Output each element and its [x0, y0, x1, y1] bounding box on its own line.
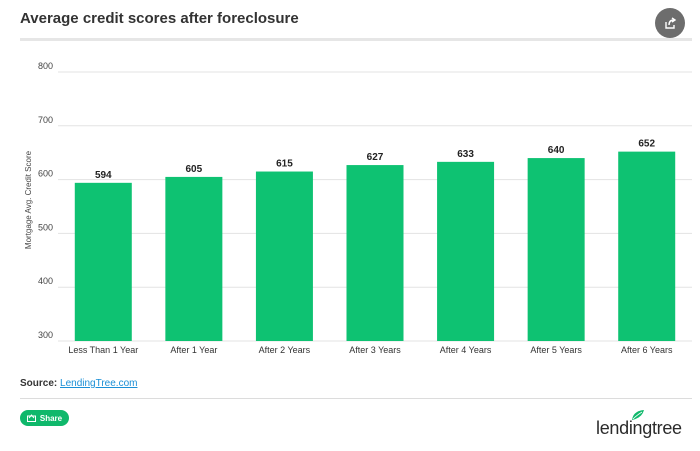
bar[interactable] — [437, 161, 495, 341]
x-tick-label: After 4 Years — [440, 345, 492, 355]
y-tick-label: 700 — [38, 115, 53, 125]
footer-divider — [20, 398, 692, 399]
y-tick-label: 800 — [38, 61, 53, 71]
bar[interactable] — [255, 171, 313, 341]
bar[interactable] — [346, 165, 404, 341]
source-label: Source: — [20, 378, 58, 389]
source-line: Source: LendingTree.com — [20, 378, 137, 389]
data-label: 640 — [548, 145, 565, 156]
bar[interactable] — [618, 151, 676, 341]
x-axis-ticks: Less Than 1 Year After 1 Year After 2 Year… — [68, 345, 673, 355]
lendingtree-logo: lendingtree — [596, 418, 682, 438]
x-tick-label: After 5 Years — [530, 345, 582, 355]
y-tick-label: 400 — [38, 276, 53, 286]
share-button-label: Share — [39, 413, 63, 423]
x-tick-label: After 2 Years — [259, 345, 311, 355]
data-label: 615 — [276, 159, 293, 170]
leaf-icon — [632, 410, 644, 420]
share-icon — [665, 17, 677, 29]
y-tick-label: 500 — [38, 222, 53, 232]
bar-chart: 300 400 500 600 700 800 594 605 615 627 633 640 652… — [24, 61, 692, 355]
chart-title: Average credit scores after foreclosure — [20, 10, 299, 27]
bar[interactable] — [165, 176, 223, 341]
data-label: 627 — [367, 152, 384, 163]
bar[interactable] — [527, 158, 585, 341]
bar[interactable] — [74, 182, 132, 341]
y-axis-label: Mortgage Avg. Credit Score — [24, 150, 33, 249]
share-button[interactable]: Share — [20, 410, 69, 426]
bars: 594 605 615 627 633 640 652 — [74, 139, 676, 341]
source-link[interactable]: LendingTree.com — [60, 378, 138, 389]
header-share-button[interactable] — [655, 8, 685, 38]
x-tick-label: After 6 Years — [621, 345, 673, 355]
header-divider — [20, 38, 692, 41]
x-tick-label: Less Than 1 Year — [68, 345, 138, 355]
y-tick-label: 300 — [38, 330, 53, 340]
y-tick-label: 600 — [38, 169, 53, 179]
share-icon — [26, 414, 36, 422]
x-tick-label: After 3 Years — [349, 345, 401, 355]
y-axis-ticks: 300 400 500 600 700 800 — [38, 61, 53, 340]
data-label: 633 — [457, 149, 474, 160]
data-label: 652 — [638, 139, 655, 150]
data-label: 605 — [186, 164, 203, 175]
x-tick-label: After 1 Year — [170, 345, 217, 355]
data-label: 594 — [95, 170, 112, 181]
